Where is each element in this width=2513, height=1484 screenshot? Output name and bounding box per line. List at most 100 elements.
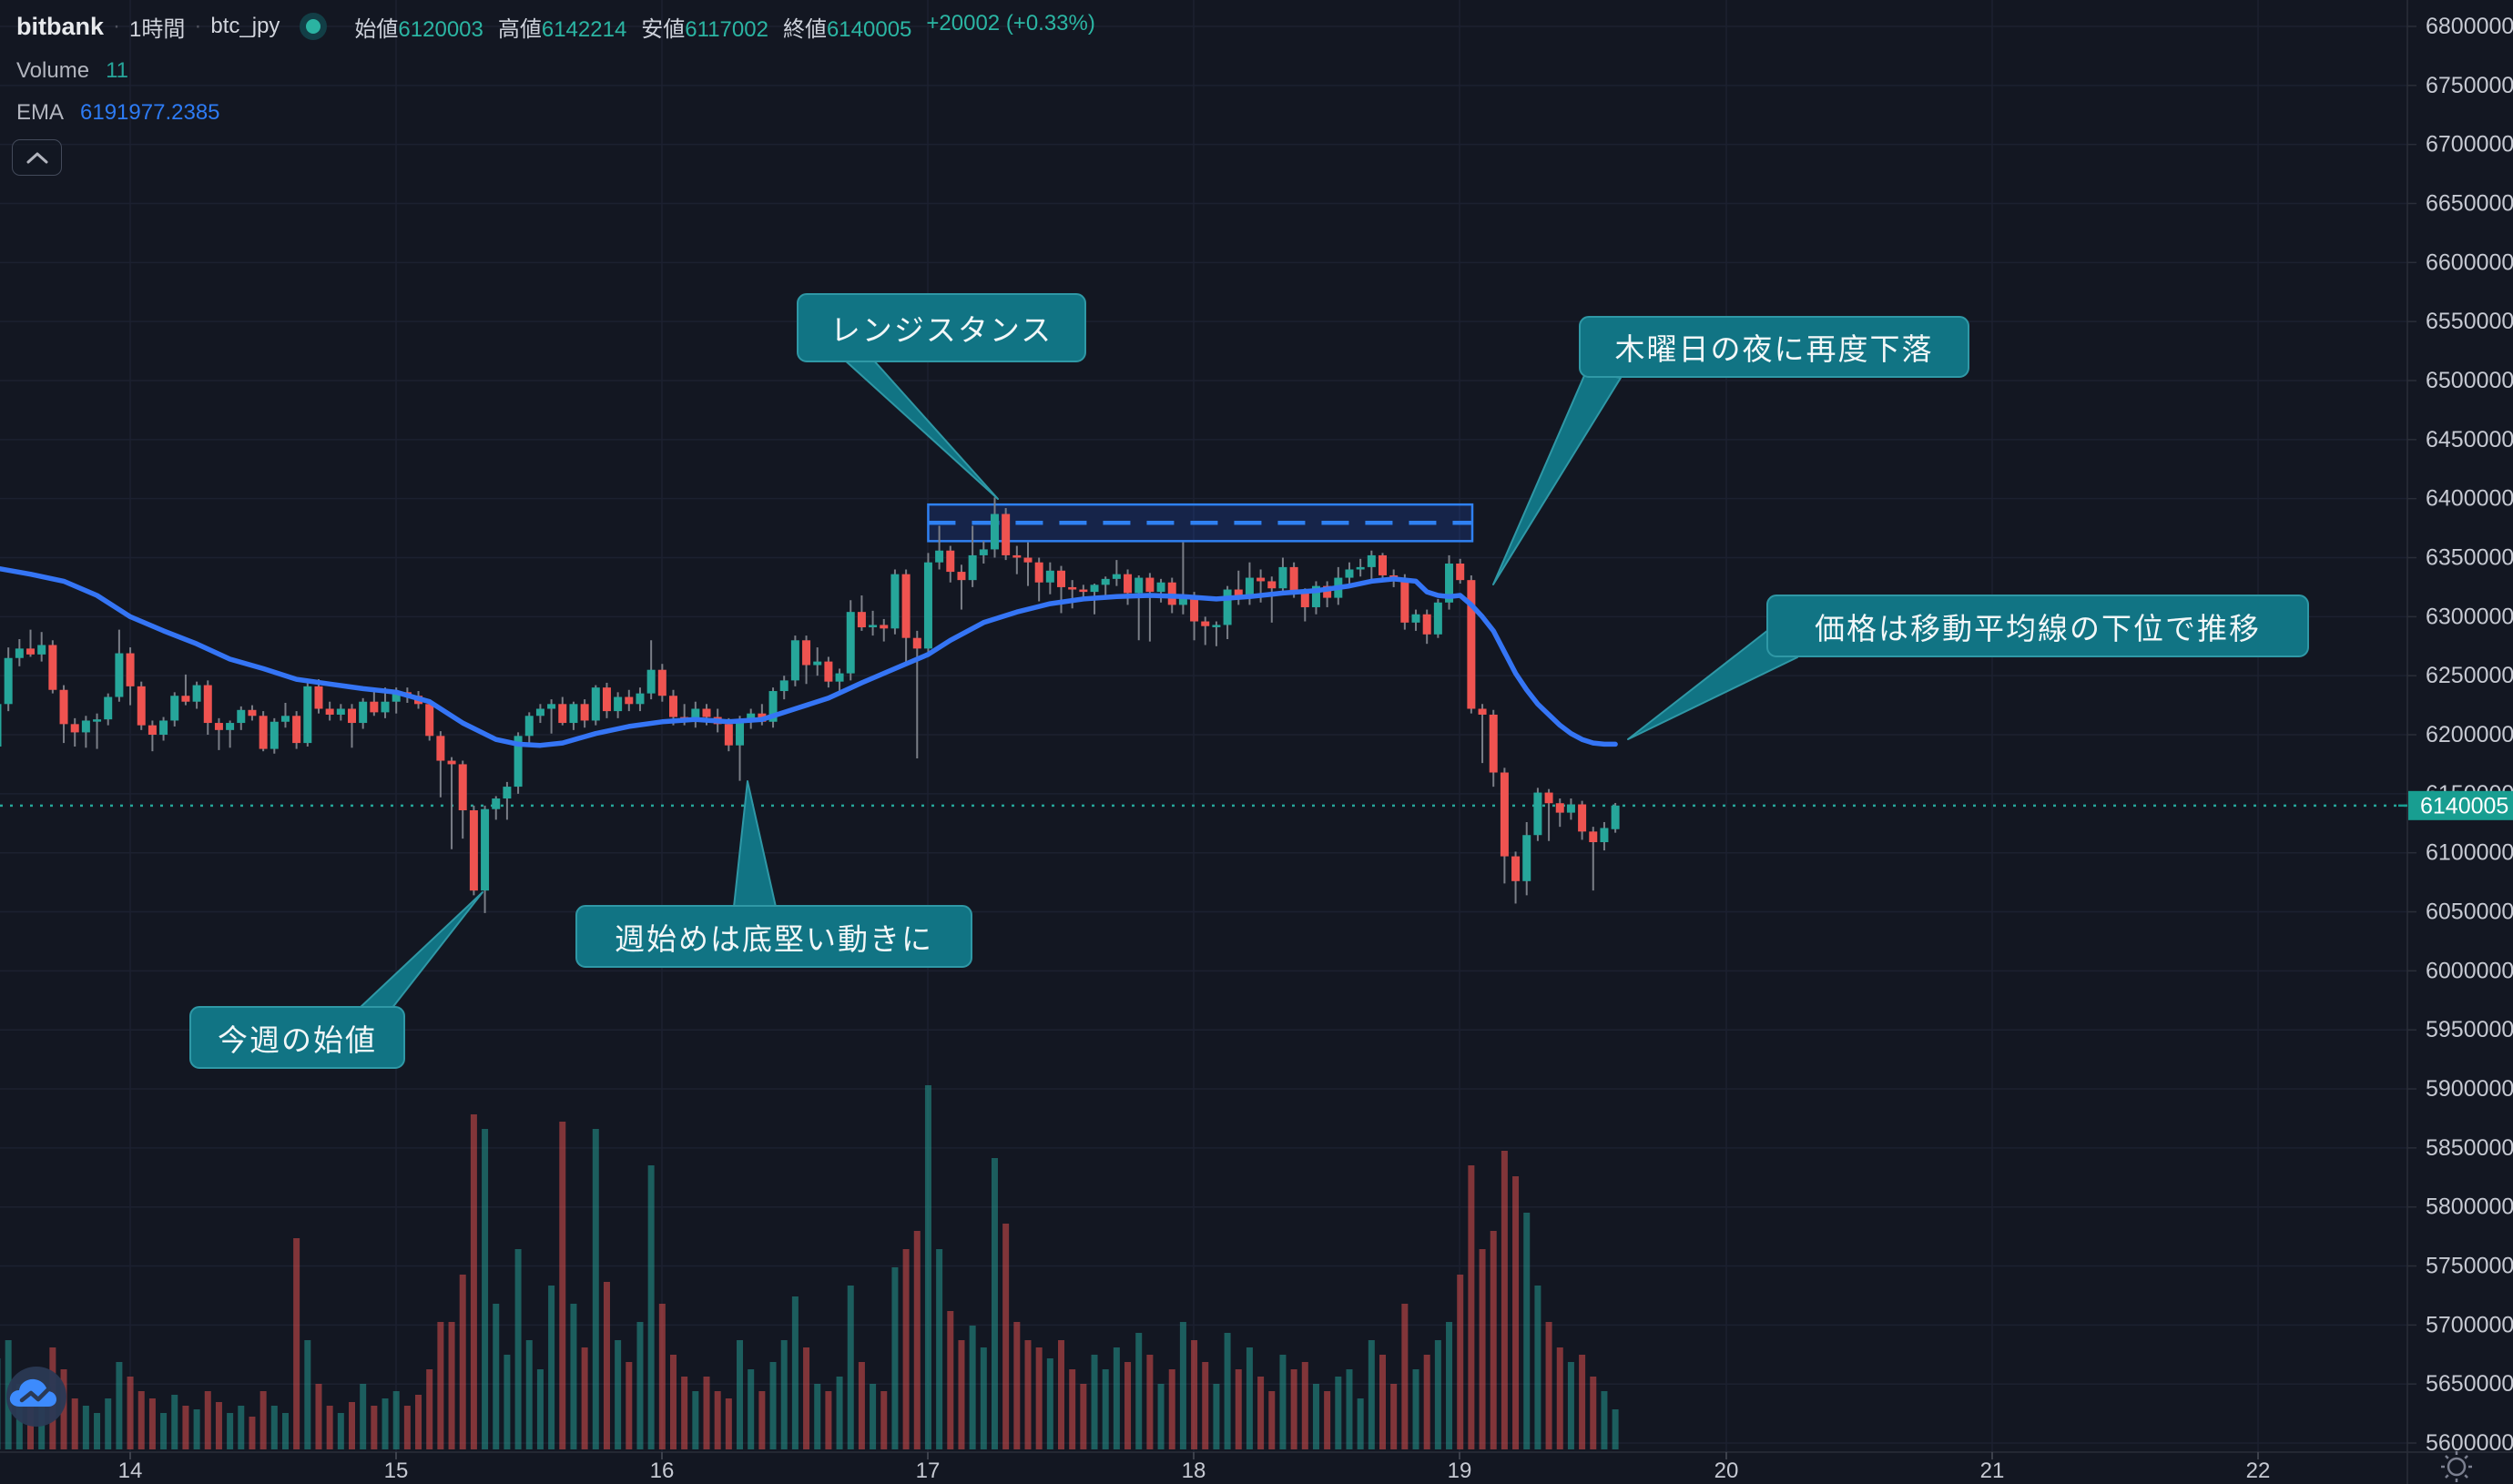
collapse-legend-button[interactable] bbox=[12, 139, 62, 176]
volume-bar[interactable] bbox=[1279, 1355, 1287, 1449]
candle-down[interactable] bbox=[259, 716, 268, 749]
volume-bar[interactable] bbox=[1091, 1355, 1098, 1449]
volume-bar[interactable] bbox=[769, 1362, 777, 1449]
candle-up[interactable] bbox=[492, 798, 501, 809]
volume-bar[interactable] bbox=[137, 1391, 145, 1449]
volume-bar[interactable] bbox=[259, 1391, 267, 1449]
candle-down[interactable] bbox=[1234, 589, 1243, 598]
candle-down[interactable] bbox=[668, 696, 677, 717]
ema-legend[interactable]: EMA 6191977.2385 bbox=[16, 98, 220, 127]
annotation-pointer[interactable] bbox=[733, 780, 777, 908]
candle-up[interactable] bbox=[170, 696, 179, 721]
candle-up[interactable] bbox=[1212, 625, 1221, 627]
volume-bar[interactable] bbox=[238, 1406, 245, 1449]
candle-down[interactable] bbox=[1300, 593, 1309, 607]
volume-bar[interactable] bbox=[615, 1340, 622, 1449]
candle-up[interactable] bbox=[514, 736, 523, 788]
candle-up[interactable] bbox=[524, 716, 534, 737]
candle-down[interactable] bbox=[181, 696, 190, 702]
candle-up[interactable] bbox=[1278, 566, 1287, 589]
volume-bar[interactable] bbox=[371, 1406, 378, 1449]
volume-bar[interactable] bbox=[1390, 1384, 1398, 1449]
volume-bar[interactable] bbox=[160, 1413, 168, 1449]
candle-up[interactable] bbox=[813, 661, 822, 666]
candle-down[interactable] bbox=[1456, 563, 1465, 581]
candle-up[interactable] bbox=[93, 719, 102, 722]
volume-bar[interactable] bbox=[448, 1322, 455, 1449]
candle-down[interactable] bbox=[1589, 831, 1598, 843]
volume-bar[interactable] bbox=[182, 1406, 189, 1449]
candle-down[interactable] bbox=[1400, 578, 1409, 623]
candle-down[interactable] bbox=[1034, 562, 1043, 583]
candle-down[interactable] bbox=[702, 708, 711, 717]
candle-down[interactable] bbox=[957, 572, 966, 581]
candle-down[interactable] bbox=[447, 760, 456, 765]
candle-down[interactable] bbox=[348, 708, 357, 724]
volume-bar[interactable] bbox=[1124, 1362, 1132, 1449]
candle-up[interactable] bbox=[280, 716, 290, 722]
volume-bar[interactable] bbox=[1058, 1340, 1065, 1449]
candle-up[interactable] bbox=[547, 704, 556, 709]
candle-down[interactable] bbox=[602, 687, 611, 712]
candle-down[interactable] bbox=[880, 625, 889, 629]
candle-up[interactable] bbox=[336, 708, 345, 715]
cloud-chart-logo-icon[interactable] bbox=[6, 1367, 66, 1427]
volume-bar[interactable] bbox=[470, 1114, 477, 1449]
candle-down[interactable] bbox=[1002, 513, 1011, 555]
volume-bar[interactable] bbox=[1246, 1347, 1253, 1449]
candle-up[interactable] bbox=[159, 720, 168, 736]
candle-down[interactable] bbox=[48, 645, 57, 690]
annotation-week-open[interactable]: 今週の始値 bbox=[189, 1006, 405, 1069]
annotation-week-start[interactable]: 週始めは底堅い動きに bbox=[575, 905, 972, 968]
volume-bar[interactable] bbox=[1191, 1340, 1198, 1449]
candle-up[interactable] bbox=[1600, 828, 1609, 843]
volume-bar[interactable] bbox=[459, 1275, 466, 1449]
volume-bar[interactable] bbox=[636, 1322, 644, 1449]
candle-down[interactable] bbox=[203, 685, 212, 724]
volume-bar[interactable] bbox=[1324, 1391, 1331, 1449]
candle-down[interactable] bbox=[1578, 804, 1587, 832]
volume-bar[interactable] bbox=[426, 1369, 433, 1449]
symbol-legend[interactable]: bitbank · 1時間 · btc_jpy 始値6120003 高値6142… bbox=[16, 9, 1095, 44]
candle-down[interactable] bbox=[1124, 574, 1133, 594]
volume-bar[interactable] bbox=[592, 1129, 599, 1449]
candle-down[interactable] bbox=[802, 640, 811, 666]
candle-up[interactable] bbox=[1178, 596, 1187, 605]
volume-bar[interactable] bbox=[148, 1398, 156, 1449]
candle-up[interactable] bbox=[192, 685, 201, 702]
volume-bar[interactable] bbox=[991, 1158, 998, 1449]
interval-label[interactable]: 1時間 bbox=[129, 16, 186, 42]
candle-down[interactable] bbox=[625, 696, 634, 705]
volume-bar[interactable] bbox=[337, 1413, 344, 1449]
candle-down[interactable] bbox=[26, 648, 36, 655]
volume-bar[interactable] bbox=[891, 1267, 899, 1449]
candle-down[interactable] bbox=[214, 723, 223, 730]
volume-bar[interactable] bbox=[315, 1384, 322, 1449]
volume-bar[interactable] bbox=[1301, 1362, 1308, 1449]
volume-bar[interactable] bbox=[913, 1231, 921, 1449]
volume-bar[interactable] bbox=[215, 1402, 222, 1449]
candle-up[interactable] bbox=[691, 708, 700, 722]
volume-bar[interactable] bbox=[281, 1413, 289, 1449]
volume-bar[interactable] bbox=[514, 1249, 522, 1449]
candle-down[interactable] bbox=[1289, 566, 1298, 594]
candle-down[interactable] bbox=[1201, 621, 1210, 626]
candle-down[interactable] bbox=[1267, 581, 1277, 589]
volume-bar[interactable] bbox=[958, 1340, 965, 1449]
candle-up[interactable] bbox=[1045, 570, 1054, 583]
candle-up[interactable] bbox=[481, 808, 490, 891]
volume-bar[interactable] bbox=[1268, 1391, 1276, 1449]
volume-bar[interactable] bbox=[437, 1322, 444, 1449]
volume-bar[interactable] bbox=[1579, 1355, 1586, 1449]
candle-down[interactable] bbox=[1323, 585, 1332, 598]
volume-bar[interactable] bbox=[647, 1165, 655, 1449]
volume-bar[interactable] bbox=[758, 1391, 766, 1449]
volume-bar[interactable] bbox=[669, 1355, 677, 1449]
volume-bar[interactable] bbox=[725, 1398, 732, 1449]
candle-up[interactable] bbox=[503, 787, 512, 799]
candle-down[interactable] bbox=[370, 701, 379, 713]
volume-bar[interactable] bbox=[304, 1340, 311, 1449]
candle-up[interactable] bbox=[835, 673, 844, 682]
candle-up[interactable] bbox=[591, 687, 600, 721]
volume-bar[interactable] bbox=[1357, 1398, 1364, 1449]
